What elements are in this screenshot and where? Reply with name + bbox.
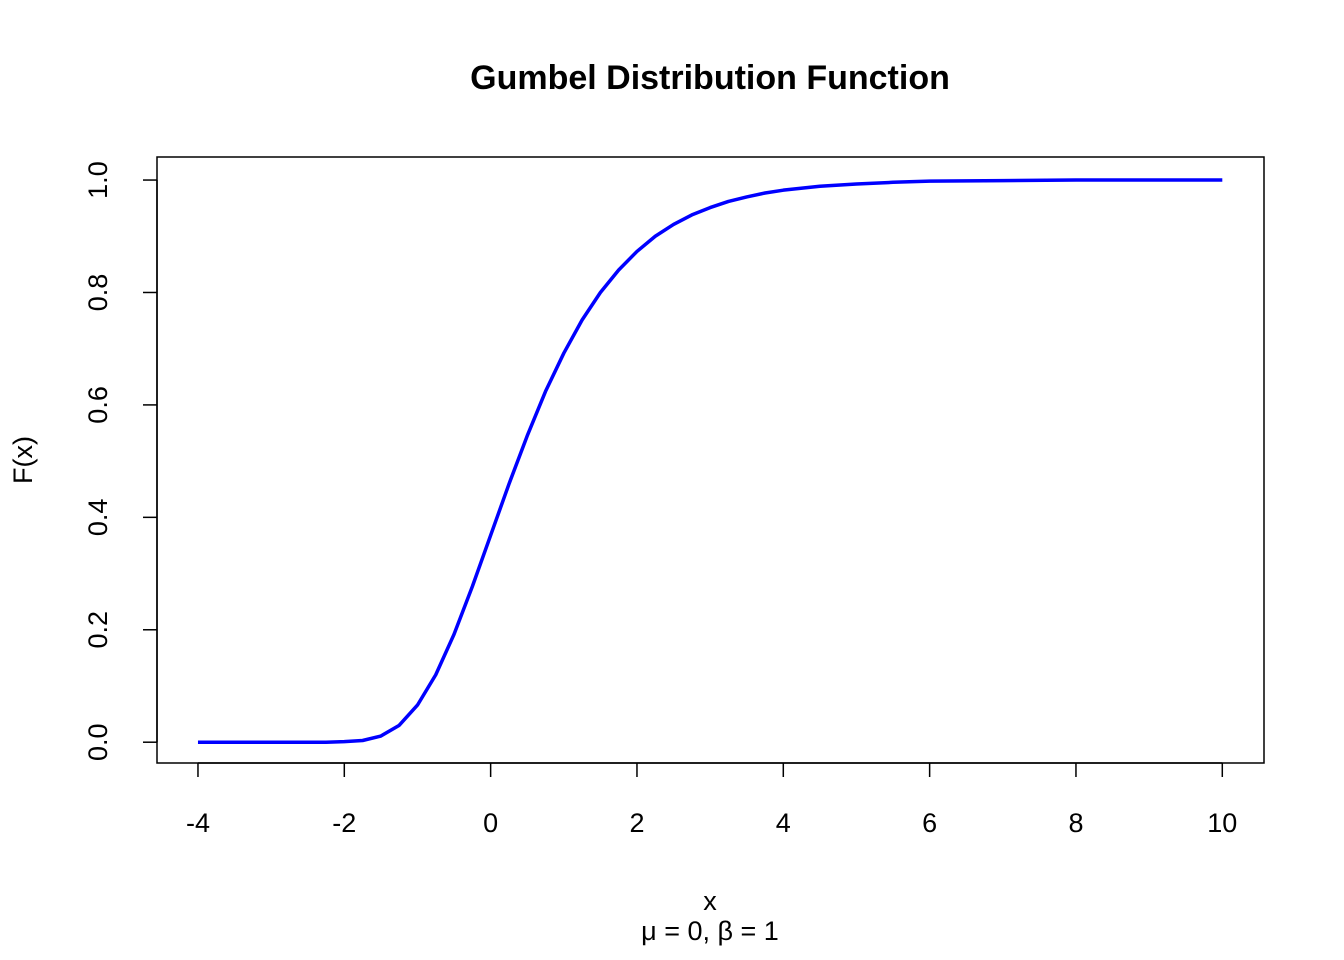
y-tick-label: 0.2 (83, 611, 113, 649)
y-tick-label: 0.0 (83, 723, 113, 761)
plot-frame (156, 156, 1265, 764)
y-tick-label: 0.4 (83, 499, 113, 537)
chart-title: Gumbel Distribution Function (470, 59, 950, 97)
data-line (197, 178, 1223, 744)
y-tick-label: 1.0 (83, 161, 113, 199)
y-tick-label: 0.6 (83, 386, 113, 424)
y-tick-label: 0.8 (83, 274, 113, 312)
x-tick-label: 4 (776, 808, 791, 838)
y-axis-label: F(x) (8, 436, 38, 484)
x-axis-label: x (703, 886, 717, 916)
subtitle: μ = 0, β = 1 (641, 916, 779, 946)
x-tick-label: -4 (186, 808, 210, 838)
x-tick-label: 0 (483, 808, 498, 838)
x-tick-label: 6 (922, 808, 937, 838)
x-tick-label: 8 (1068, 808, 1083, 838)
x-tick-label: -2 (332, 808, 356, 838)
x-tick-label: 10 (1207, 808, 1237, 838)
x-tick-label: 2 (629, 808, 644, 838)
